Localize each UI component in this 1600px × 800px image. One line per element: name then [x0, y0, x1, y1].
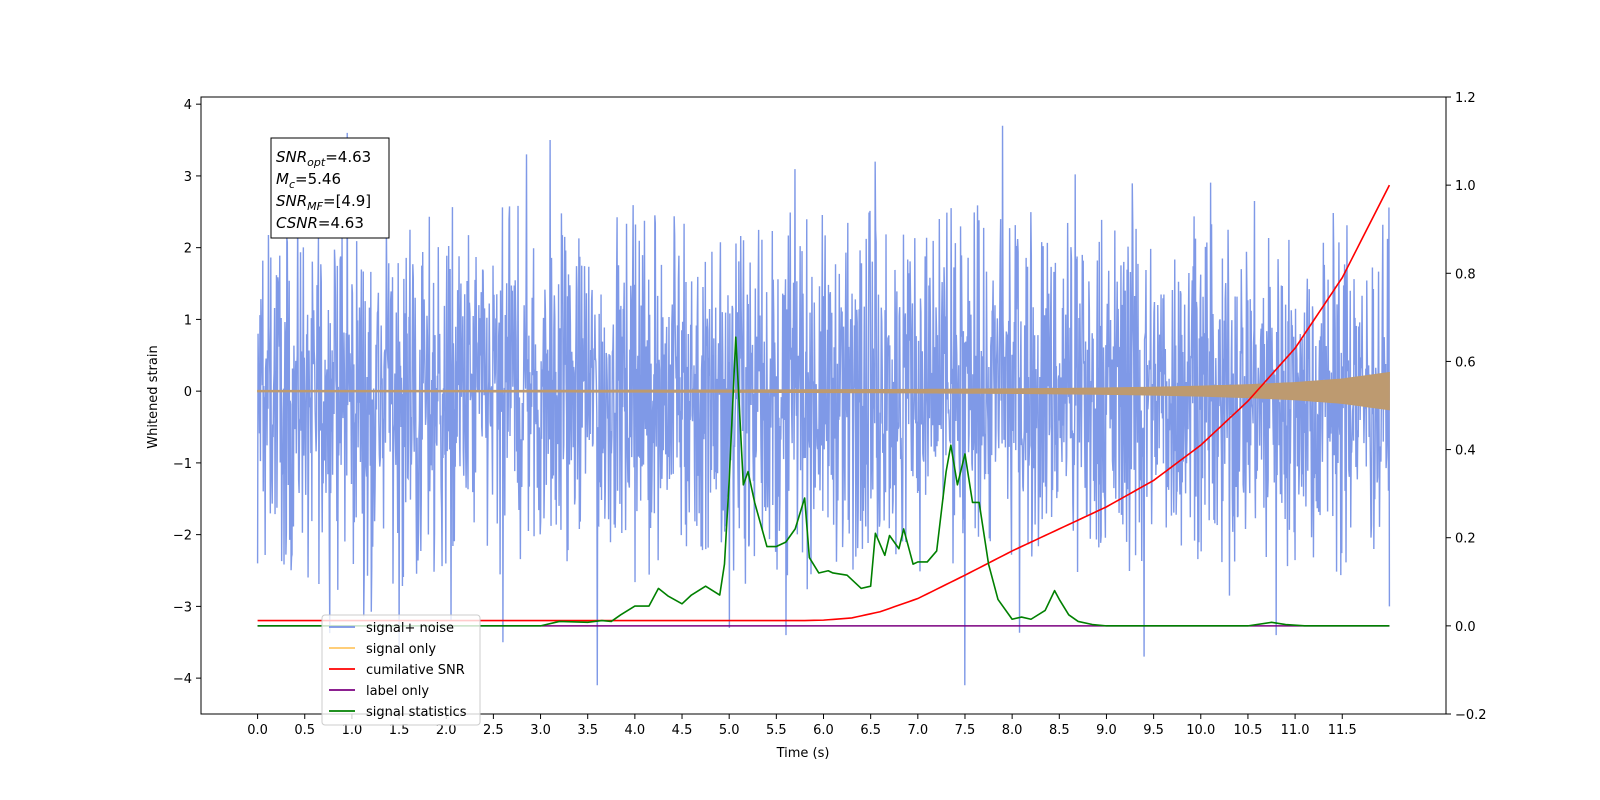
y-axis-ticks: −4 −3 −2 −1 0 1 2 3 4 — [173, 98, 201, 687]
legend-entry: signal only — [366, 642, 436, 657]
y2-tick-label: −0.2 — [1455, 708, 1487, 723]
y-tick-label: 1 — [184, 313, 192, 328]
x-tick-label: 3.0 — [530, 723, 551, 738]
x-tick-label: 5.5 — [766, 723, 787, 738]
annotation-frame — [270, 137, 390, 239]
x-tick-label: 9.5 — [1143, 723, 1164, 738]
annotation-line: CSNR=4.63 — [276, 214, 364, 232]
y2-axis-ticks: −0.2 0.0 0.2 0.4 0.6 0.8 1.0 1.2 — [1446, 91, 1487, 723]
x-tick-label: 2.5 — [483, 723, 504, 738]
x-tick-label: 6.5 — [860, 723, 881, 738]
annotation-line: SNRopt=4.63 — [276, 148, 371, 169]
signal-statistics-line — [257, 336, 1390, 627]
y-tick-label: −4 — [173, 672, 192, 687]
x-tick-label: 10.5 — [1233, 723, 1262, 738]
y-tick-label: 3 — [184, 170, 192, 185]
x-tick-label: 5.0 — [719, 723, 740, 738]
x-tick-label: 1.0 — [342, 723, 363, 738]
y-tick-label: −3 — [173, 600, 192, 615]
y-tick-label: −1 — [173, 457, 192, 472]
legend-frame — [321, 614, 481, 726]
y-tick-label: 2 — [184, 242, 192, 257]
x-tick-label: 9.0 — [1096, 723, 1117, 738]
legend-entry: cumilative SNR — [366, 663, 465, 678]
y2-tick-label: 0.8 — [1455, 267, 1476, 282]
legend-entry: signal+ noise — [366, 621, 454, 636]
series-signal-noise — [256, 125, 1391, 686]
legend-entry: label only — [366, 684, 429, 699]
legend-entry: signal statistics — [366, 705, 467, 720]
series-signal-only — [257, 371, 1390, 411]
y2-tick-label: 1.2 — [1455, 91, 1476, 106]
y-axis-label: Whitened strain — [146, 345, 161, 448]
x-tick-label: 6.0 — [813, 723, 834, 738]
y2-tick-label: 0.4 — [1455, 444, 1476, 459]
annotation-line: Mc=5.46 — [276, 170, 341, 191]
x-tick-label: 4.0 — [625, 723, 646, 738]
x-tick-label: 3.5 — [577, 723, 598, 738]
y-tick-label: 0 — [184, 385, 192, 400]
y-tick-label: −2 — [173, 529, 192, 544]
legend: signal+ noise signal only cumilative SNR la… — [321, 614, 481, 726]
y-tick-label: 4 — [184, 98, 192, 113]
x-tick-label: 2.0 — [436, 723, 457, 738]
y2-tick-label: 1.0 — [1455, 179, 1476, 194]
x-tick-label: 0.5 — [294, 723, 315, 738]
x-tick-label: 11.5 — [1328, 723, 1357, 738]
noise-line — [256, 125, 1391, 686]
x-tick-label: 8.0 — [1002, 723, 1023, 738]
y2-tick-label: 0.6 — [1455, 355, 1476, 370]
x-tick-label: 0.0 — [247, 723, 268, 738]
x-tick-label: 4.5 — [672, 723, 693, 738]
y2-tick-label: 0.0 — [1455, 620, 1476, 635]
annotation-line: SNRMF=[4.9] — [276, 192, 371, 213]
x-tick-label: 10.0 — [1186, 723, 1215, 738]
x-tick-label: 7.5 — [955, 723, 976, 738]
y2-tick-label: 0.2 — [1455, 532, 1476, 547]
x-tick-label: 7.0 — [907, 723, 928, 738]
plot-area — [256, 125, 1391, 686]
x-axis-label: Time (s) — [776, 746, 830, 761]
x-tick-label: 11.0 — [1281, 723, 1310, 738]
signal-envelope — [257, 371, 1390, 411]
x-tick-label: 1.5 — [389, 723, 410, 738]
series-signal-statistics — [257, 336, 1390, 627]
x-tick-label: 8.5 — [1049, 723, 1070, 738]
x-axis-ticks: 0.0 0.5 1.0 1.5 2.0 2.5 3.0 3.5 4.0 4.5 5.0 5.5 6.0 6… — [247, 714, 1357, 738]
